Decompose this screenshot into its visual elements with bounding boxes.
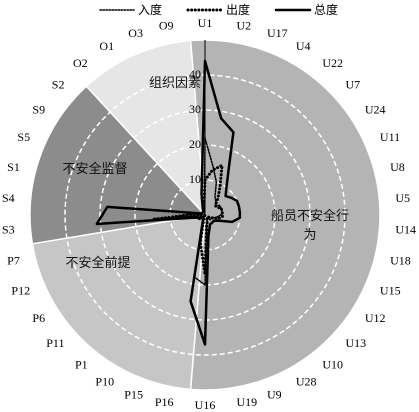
category-label: U2 xyxy=(236,18,251,32)
category-label: P16 xyxy=(155,395,174,409)
group-label: 组织因素 xyxy=(148,75,201,90)
category-label: U7 xyxy=(346,77,361,91)
category-label: O9 xyxy=(159,18,174,32)
category-label: U16 xyxy=(195,398,216,412)
sector xyxy=(29,85,207,245)
category-label: U9 xyxy=(267,387,282,401)
group-label: 船员不安全行为 xyxy=(270,208,349,242)
category-label: O1 xyxy=(99,39,114,53)
y-tick-label: 40 xyxy=(189,67,201,81)
category-label: P12 xyxy=(11,283,30,297)
category-label: U18 xyxy=(390,254,411,268)
category-label: P15 xyxy=(124,387,143,401)
category-label: U28 xyxy=(296,375,317,389)
category-label: P11 xyxy=(46,336,64,350)
category-label: P10 xyxy=(95,375,114,389)
category-label: O2 xyxy=(73,56,88,70)
category-label: U1 xyxy=(198,16,213,30)
category-label: U24 xyxy=(365,102,386,116)
category-label: U12 xyxy=(365,311,386,325)
category-label: U14 xyxy=(395,223,416,237)
category-label: U19 xyxy=(236,395,257,409)
category-label: U15 xyxy=(380,283,401,297)
legend-label: 总度 xyxy=(314,2,338,17)
y-tick-label: 10 xyxy=(189,172,201,186)
legend-label: 出度 xyxy=(226,2,250,17)
category-label: O3 xyxy=(128,26,143,40)
category-label: P1 xyxy=(75,357,88,371)
category-label: U17 xyxy=(267,26,288,40)
category-label: S3 xyxy=(2,223,15,237)
category-label: U13 xyxy=(346,336,367,350)
series-line xyxy=(95,59,242,346)
category-label: P7 xyxy=(7,254,20,268)
y-tick-label: 30 xyxy=(189,102,201,116)
category-label: U11 xyxy=(380,130,400,144)
category-label: U4 xyxy=(296,39,311,53)
category-label: U10 xyxy=(322,357,343,371)
sector xyxy=(31,214,206,391)
y-tick-label: 20 xyxy=(189,137,201,151)
category-label: S1 xyxy=(7,160,20,174)
sector xyxy=(85,39,206,218)
category-label: U22 xyxy=(322,56,343,70)
category-label: P6 xyxy=(32,311,45,325)
group-label: 不安全前提 xyxy=(65,255,131,270)
legend-label: 入度 xyxy=(138,2,162,17)
group-label: 不安全监督 xyxy=(62,161,128,176)
sector xyxy=(189,39,381,391)
category-label: S2 xyxy=(52,77,65,91)
category-label: S5 xyxy=(17,130,30,144)
category-label: S9 xyxy=(32,102,45,116)
category-label: U8 xyxy=(390,160,405,174)
category-label: U5 xyxy=(395,191,410,205)
category-label: S4 xyxy=(2,191,15,205)
